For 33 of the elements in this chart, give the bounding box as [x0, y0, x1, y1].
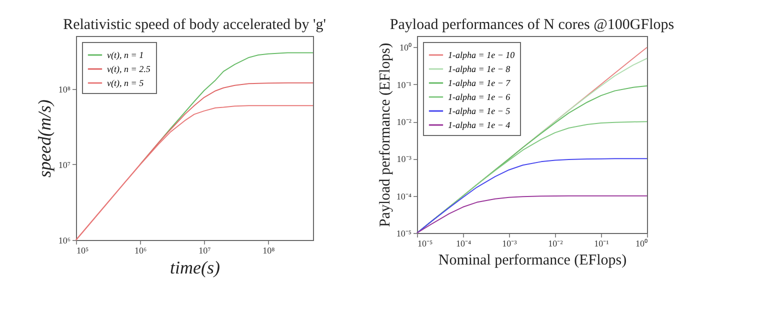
legend-label: 1-alpha = 1e − 7: [448, 78, 511, 88]
x-tick-label: 10⁻²: [548, 238, 564, 248]
x-axis-title: Nominal performance (EFlops): [438, 252, 627, 268]
chart-title: Payload performances of N cores @100GFlops: [390, 17, 674, 33]
y-tick-label: 10⁰: [400, 42, 412, 53]
y-axis-title: Payload performance (EFlops): [377, 42, 394, 228]
chart-title: Relativistic speed of body accelerated by 'g': [63, 17, 326, 33]
legend-label: 1-alpha = 1e − 6: [448, 92, 511, 102]
x-tick-label: 10⁷: [198, 246, 211, 256]
y-tick-label: 10⁻⁵: [396, 228, 412, 238]
legend-label: v(t), n = 1: [107, 50, 144, 60]
legend-label: 1-alpha = 1e − 5: [448, 106, 511, 116]
y-tick-label: 10⁸: [58, 84, 70, 94]
y-tick-label: 10⁻⁴: [396, 191, 412, 202]
legend-label: v(t), n = 2.5: [107, 64, 151, 74]
x-tick-label: 10⁵: [76, 246, 89, 256]
legend-label: 1-alpha = 1e − 8: [448, 64, 511, 74]
legend-label: v(t), n = 5: [107, 78, 144, 88]
y-tick-label: 10⁷: [58, 160, 70, 170]
y-tick-label: 10⁻¹: [396, 80, 412, 90]
x-tick-label: 10⁻⁴: [456, 238, 472, 248]
x-tick-label: 10⁻³: [502, 238, 518, 248]
x-tick-label: 10⁶: [134, 246, 147, 256]
legend-label: 1-alpha = 1e − 10: [448, 50, 516, 60]
x-axis-title: time(s): [170, 258, 220, 278]
x-tick-label: 10⁻¹: [594, 238, 610, 248]
x-tick-label: 10⁸: [262, 246, 275, 256]
x-tick-label: 10⁰: [636, 238, 648, 248]
y-tick-label: 10⁻²: [396, 117, 412, 128]
legend-label: 1-alpha = 1e − 4: [448, 120, 511, 130]
x-tick-label: 10⁻⁵: [418, 238, 433, 248]
y-tick-label: 10⁻³: [396, 154, 412, 164]
y-axis-title: speed(m/s): [34, 100, 54, 178]
